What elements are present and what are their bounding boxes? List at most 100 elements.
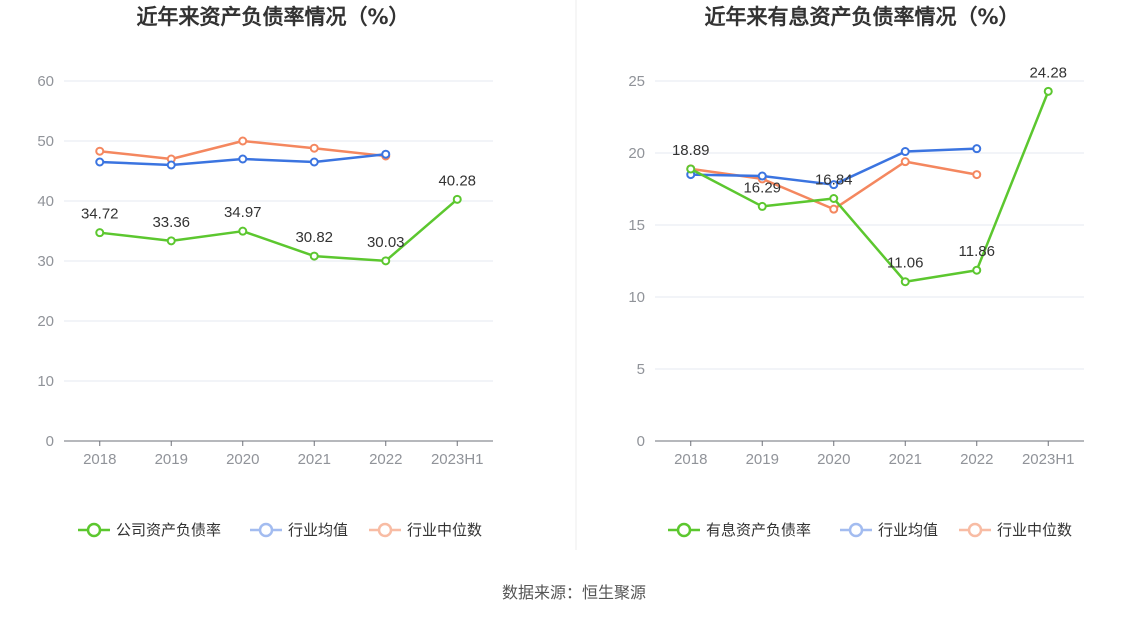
gridlines bbox=[64, 80, 493, 382]
data-point bbox=[95, 228, 105, 238]
legend: 公司资产负债率 行业均值 行业中位数 bbox=[78, 521, 482, 539]
legend-label: 行业中位数 bbox=[997, 521, 1072, 539]
data-point bbox=[381, 149, 391, 159]
y-tick-label: 0 bbox=[46, 433, 54, 450]
x-tick-label: 2021 bbox=[889, 451, 922, 468]
legend-label: 行业均值 bbox=[288, 521, 348, 539]
x-tick-label: 2019 bbox=[155, 451, 188, 468]
series-1 bbox=[95, 149, 391, 170]
x-tick-label: 2019 bbox=[746, 451, 779, 468]
data-label: 30.03 bbox=[367, 234, 405, 251]
legend-marker-icon bbox=[377, 522, 393, 538]
legend-item-2: 行业中位数 bbox=[959, 521, 1072, 539]
legend-marker-icon bbox=[86, 522, 102, 538]
x-tick-label: 2020 bbox=[226, 451, 259, 468]
data-point bbox=[381, 256, 391, 266]
data-point bbox=[1043, 86, 1053, 96]
y-tick-label: 5 bbox=[637, 361, 645, 378]
data-point bbox=[166, 160, 176, 170]
legend-item-1: 行业均值 bbox=[250, 521, 348, 539]
data-point bbox=[900, 277, 910, 287]
data-label: 33.36 bbox=[152, 214, 190, 231]
data-label: 34.72 bbox=[81, 206, 119, 223]
data-point bbox=[309, 251, 319, 261]
legend-item-0: 公司资产负债率 bbox=[78, 521, 221, 539]
x-tick-label: 2022 bbox=[369, 451, 402, 468]
x-axis: 2018 2019 2020 2021 2022 2023H1 bbox=[64, 440, 493, 468]
data-point bbox=[757, 171, 767, 181]
series-1 bbox=[686, 144, 982, 190]
y-tick-label: 50 bbox=[37, 133, 54, 150]
data-point bbox=[238, 154, 248, 164]
chart-left: 近年来资产负债率情况（%） 0 10 20 30 40 50 60 2018 2019 2020… bbox=[37, 5, 493, 539]
series-lines bbox=[686, 86, 1053, 287]
series-line bbox=[99, 198, 459, 263]
legend: 有息资产负债率 行业均值 行业中位数 bbox=[668, 521, 1072, 539]
gridlines bbox=[655, 80, 1084, 370]
y-tick-label: 40 bbox=[37, 193, 54, 210]
data-point bbox=[972, 144, 982, 154]
data-point bbox=[309, 157, 319, 167]
data-point bbox=[900, 147, 910, 157]
data-label: 16.84 bbox=[815, 172, 853, 189]
data-point bbox=[238, 226, 248, 236]
legend-marker-icon bbox=[258, 522, 274, 538]
x-axis: 2018 2019 2020 2021 2022 2023H1 bbox=[655, 440, 1084, 468]
legend-label: 有息资产负债率 bbox=[706, 521, 811, 539]
data-label: 40.28 bbox=[438, 172, 476, 189]
y-tick-label: 0 bbox=[637, 433, 645, 450]
data-point bbox=[238, 136, 248, 146]
data-point bbox=[309, 143, 319, 153]
y-tick-label: 30 bbox=[37, 253, 54, 270]
chart-title: 近年来有息资产负债率情况（%） bbox=[704, 5, 1019, 29]
series-lines bbox=[95, 136, 462, 266]
y-axis-ticks: 0 10 20 30 40 50 60 bbox=[37, 73, 54, 450]
x-tick-label: 2023H1 bbox=[431, 451, 484, 468]
chart-title: 近年来资产负债率情况（%） bbox=[136, 5, 409, 29]
x-tick-label: 2018 bbox=[83, 451, 116, 468]
series-0 bbox=[686, 86, 1053, 287]
y-tick-label: 10 bbox=[37, 373, 54, 390]
y-tick-label: 20 bbox=[37, 313, 54, 330]
data-point bbox=[757, 201, 767, 211]
legend-marker-icon bbox=[676, 522, 692, 538]
y-tick-label: 60 bbox=[37, 73, 54, 90]
data-point bbox=[829, 180, 839, 190]
series-line bbox=[690, 90, 1050, 283]
data-point bbox=[900, 157, 910, 167]
data-labels: 34.72 33.36 34.97 30.82 30.03 40.28 bbox=[81, 172, 476, 251]
data-point bbox=[972, 265, 982, 275]
series-0 bbox=[95, 194, 462, 266]
data-point bbox=[686, 164, 696, 174]
y-tick-label: 20 bbox=[628, 145, 645, 162]
data-point bbox=[452, 194, 462, 204]
data-point bbox=[166, 236, 176, 246]
data-label: 11.86 bbox=[959, 243, 995, 260]
legend-item-2: 行业中位数 bbox=[369, 521, 482, 539]
data-label: 24.28 bbox=[1029, 64, 1067, 81]
y-tick-label: 25 bbox=[628, 73, 645, 90]
y-axis-ticks: 0 5 10 15 20 25 bbox=[628, 73, 645, 450]
data-labels: 18.89 16.29 16.84 11.06 11.86 24.28 bbox=[672, 64, 1067, 271]
legend-marker-icon bbox=[848, 522, 864, 538]
x-tick-label: 2022 bbox=[960, 451, 993, 468]
data-label: 11.06 bbox=[887, 255, 923, 272]
data-point bbox=[829, 204, 839, 214]
data-label: 34.97 bbox=[224, 204, 262, 221]
data-point bbox=[95, 157, 105, 167]
legend-item-1: 行业均值 bbox=[840, 521, 938, 539]
data-point bbox=[95, 146, 105, 156]
data-label: 30.82 bbox=[295, 229, 333, 246]
x-tick-label: 2021 bbox=[298, 451, 331, 468]
legend-label: 行业中位数 bbox=[407, 521, 482, 539]
legend-marker-icon bbox=[967, 522, 983, 538]
data-label: 16.29 bbox=[743, 179, 781, 196]
legend-label: 公司资产负债率 bbox=[116, 521, 221, 539]
source-note: 数据来源：恒生聚源 bbox=[502, 583, 646, 602]
x-tick-label: 2020 bbox=[817, 451, 850, 468]
x-tick-label: 2018 bbox=[674, 451, 707, 468]
data-point bbox=[972, 170, 982, 180]
data-point bbox=[829, 194, 839, 204]
x-tick-label: 2023H1 bbox=[1022, 451, 1075, 468]
